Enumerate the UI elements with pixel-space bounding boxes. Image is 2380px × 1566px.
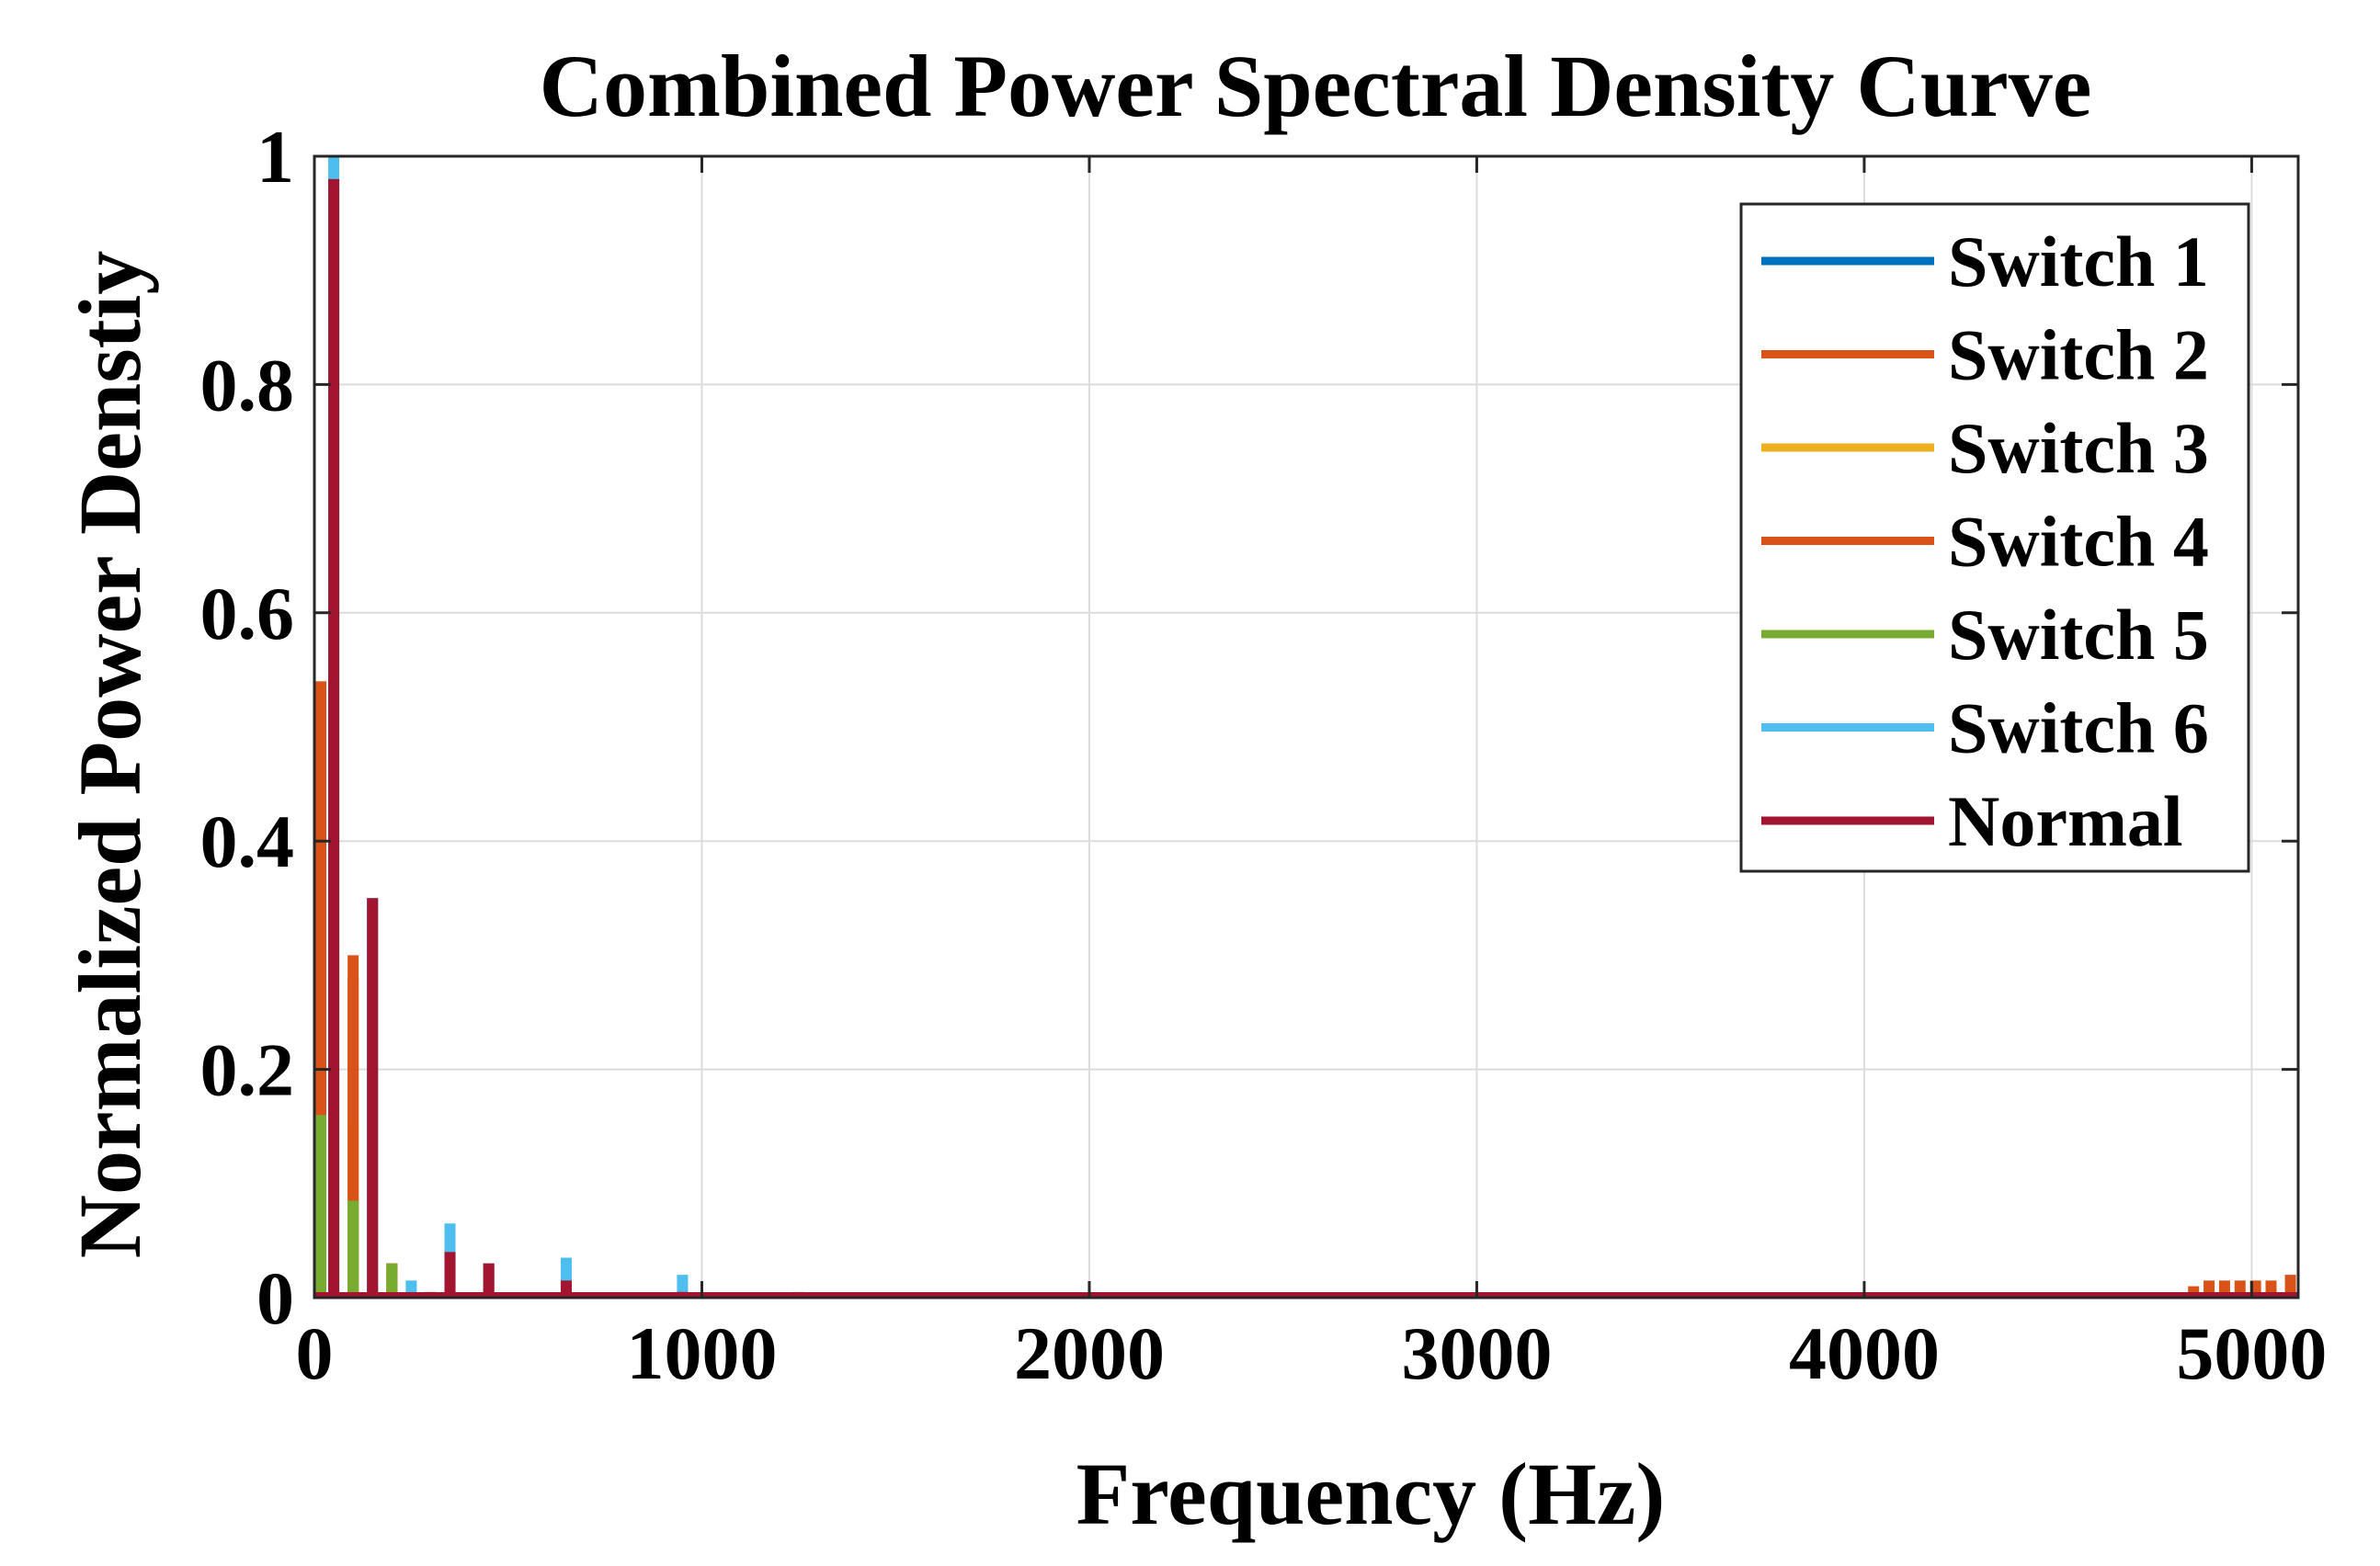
x-tick-label: 2000 bbox=[1014, 1311, 1165, 1395]
y-tick-label: 1 bbox=[256, 115, 294, 199]
legend-label: Normal bbox=[1948, 781, 2183, 861]
bar bbox=[315, 1115, 326, 1298]
x-tick-label: 1000 bbox=[626, 1311, 777, 1395]
bar bbox=[328, 178, 340, 1299]
legend-item: Switch 4 bbox=[1761, 502, 2209, 582]
y-tick-label: 0.2 bbox=[200, 1028, 295, 1112]
legend-item: Switch 5 bbox=[1761, 595, 2209, 675]
bar bbox=[386, 1263, 398, 1298]
legend-item: Switch 3 bbox=[1761, 408, 2209, 488]
series-normal bbox=[328, 178, 689, 1299]
chart-title: Combined Power Spectral Density Curve bbox=[540, 37, 2092, 135]
y-tick-label: 0.6 bbox=[200, 572, 295, 655]
bar bbox=[2284, 1275, 2296, 1298]
bar bbox=[444, 1252, 456, 1298]
series-switch-6 bbox=[328, 156, 804, 1298]
legend-label: Switch 4 bbox=[1948, 502, 2209, 582]
axes-box bbox=[313, 154, 2300, 1299]
legend-item: Switch 2 bbox=[1761, 315, 2209, 395]
legend-label: Switch 5 bbox=[1948, 595, 2209, 675]
tick-marks bbox=[313, 154, 2298, 1299]
legend-items: Switch 1 Switch 2 Switch 3 Switch 4 Switch 5… bbox=[1761, 221, 2209, 861]
legend-item: Normal bbox=[1761, 781, 2183, 861]
bar bbox=[367, 898, 379, 1298]
y-tick-label: 0 bbox=[256, 1256, 294, 1340]
legend-label: Switch 6 bbox=[1948, 688, 2209, 768]
x-tick-label: 4000 bbox=[1789, 1311, 1940, 1395]
tick-labels: 0 1000 2000 3000 4000 5000 0 0.2 0.4 0.6 0.8 1 bbox=[200, 115, 2328, 1395]
x-tick-label: 5000 bbox=[2176, 1311, 2327, 1395]
legend-label: Switch 2 bbox=[1948, 315, 2209, 395]
bars bbox=[314, 156, 2298, 1299]
legend: Switch 1 Switch 2 Switch 3 Switch 4 Switch 5… bbox=[1739, 202, 2250, 873]
y-axis-label: Normalized Power Denstiy bbox=[61, 251, 159, 1259]
series-switch-5 bbox=[315, 1115, 398, 1298]
legend-item: Switch 6 bbox=[1761, 688, 2209, 768]
legend-item: Switch 1 bbox=[1761, 221, 2209, 301]
legend-label: Switch 3 bbox=[1948, 408, 2209, 488]
y-tick-label: 0.8 bbox=[200, 343, 295, 426]
x-tick-label: 3000 bbox=[1401, 1311, 1552, 1395]
x-axis-label: Frequency (Hz) bbox=[1076, 1445, 1666, 1543]
bar bbox=[347, 1200, 359, 1298]
x-tick-label: 0 bbox=[296, 1311, 334, 1395]
bar bbox=[483, 1263, 495, 1298]
legend-label: Switch 1 bbox=[1948, 221, 2209, 301]
y-tick-label: 0.4 bbox=[200, 800, 295, 883]
